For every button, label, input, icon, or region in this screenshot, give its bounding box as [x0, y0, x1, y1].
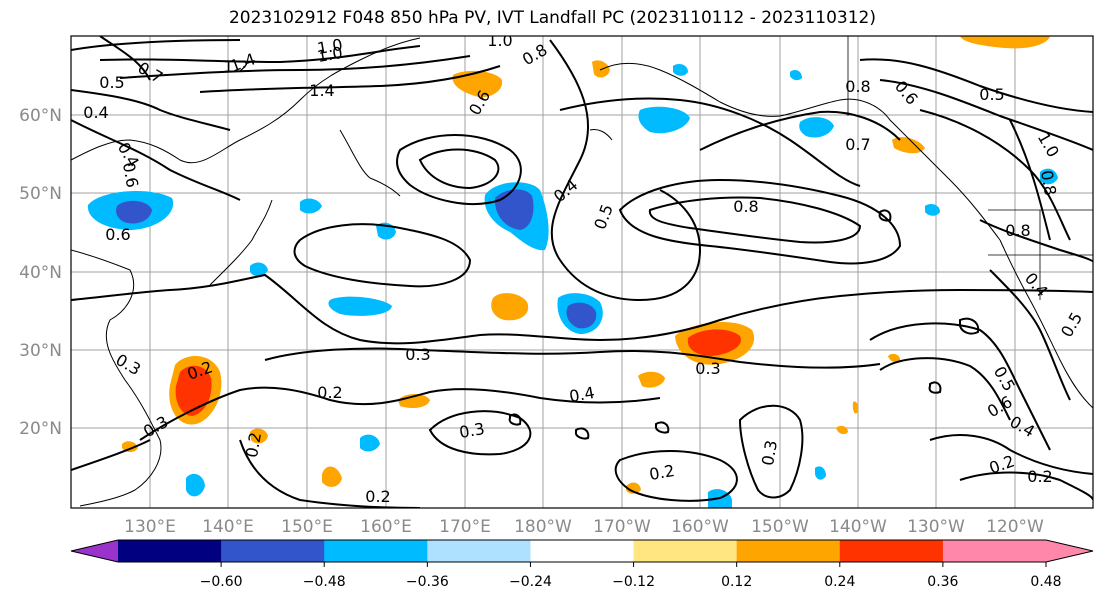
- pv-negative-core: [116, 200, 152, 224]
- contour-label: 1.2: [223, 57, 248, 76]
- colorbar-tick-label: 0.12: [721, 574, 752, 590]
- contour-label: 0.3: [758, 439, 781, 467]
- pv-anomaly-shading: [87, 36, 1058, 508]
- colorbar-segment: [839, 540, 944, 562]
- pv-negative-patch: [790, 70, 802, 81]
- longitude-label: 140°W: [829, 517, 887, 537]
- pv-negative-patch: [360, 434, 380, 452]
- colorbar-tick-label: −0.36: [406, 574, 449, 590]
- latitude-label: 50°N: [19, 184, 62, 204]
- pv-positive-core: [175, 365, 212, 416]
- pv-negative-patch: [186, 473, 205, 497]
- contour-label: 0.2: [648, 461, 676, 484]
- pv-negative-patch: [673, 64, 688, 76]
- pv-positive-patch: [638, 371, 665, 388]
- pv-negative-patch: [1040, 168, 1058, 185]
- pv-negative-patch: [300, 198, 322, 214]
- pv-positive-patch: [452, 70, 503, 98]
- pv-positive-patch: [888, 353, 900, 363]
- colorbar-outline: [70, 539, 1094, 563]
- map-title: 2023102912 F048 850 hPa PV, IVT Landfall…: [228, 8, 876, 28]
- pv-negative-core: [566, 302, 597, 329]
- colorbar-segment: [221, 540, 325, 562]
- colorbar-tick-label: 0.24: [824, 574, 855, 590]
- colorbar-tick-label: −0.60: [200, 574, 243, 590]
- longitude-label: 170°W: [593, 517, 651, 537]
- contour-label: 0.4: [568, 383, 596, 406]
- contour-label: 0.2: [242, 431, 265, 459]
- contour-label: 0.5: [99, 73, 124, 92]
- pv-positive-patch: [250, 428, 268, 444]
- contour-label: 1.0: [487, 31, 512, 50]
- longitude-label: 140°E: [202, 517, 254, 537]
- colorbar-tick-label: 0.36: [927, 574, 958, 590]
- pv-negative-patch: [799, 117, 834, 138]
- colorbar-segment: [530, 540, 635, 562]
- colorbar: [70, 539, 1094, 563]
- contour-label: 0.2: [365, 487, 390, 506]
- pv-negative-patch: [250, 262, 268, 277]
- gridlines: [71, 36, 1093, 508]
- colorbar-tick-label: −0.12: [612, 574, 655, 590]
- contour-label: 0.2: [1027, 467, 1052, 486]
- longitude-label: 150°E: [281, 517, 333, 537]
- contour-label: 0.4: [83, 103, 108, 122]
- colorbar-tick-label: −0.24: [509, 574, 552, 590]
- pv-positive-patch: [960, 36, 1050, 49]
- contour-label: 0.3: [458, 419, 486, 442]
- colorbar-segment: [427, 540, 531, 562]
- pv-positive-patch: [322, 466, 342, 487]
- coastlines: [71, 37, 1093, 507]
- map-frame: [70, 35, 1094, 509]
- longitude-label: 160°E: [360, 517, 412, 537]
- latitude-label: 30°N: [19, 341, 62, 361]
- pv-negative-patch: [328, 296, 392, 316]
- pv-negative-patch: [638, 106, 690, 134]
- colorbar-ticks: −0.60 −0.48 −0.36 −0.24 −0.12 0.12 0.24 0.36 0.4…: [200, 562, 1062, 590]
- pv-negative-patch: [925, 204, 940, 216]
- contour-label: 0.8: [845, 77, 870, 96]
- pv-negative-core: [494, 189, 534, 230]
- contour-label: 1.0: [316, 35, 344, 58]
- latitude-label: 40°N: [19, 263, 62, 283]
- contour-label: 0.3: [405, 345, 430, 364]
- pv-negative-patch: [815, 466, 826, 480]
- colorbar-tick-label: −0.48: [303, 574, 346, 590]
- longitude-label: 130°W: [907, 517, 965, 537]
- contour-label: 0.2: [317, 383, 342, 402]
- latitude-label: 20°N: [19, 419, 62, 439]
- longitude-labels: 130°E 140°E 150°E 160°E 170°E 180°W 170°W 160°W…: [124, 517, 1044, 537]
- colorbar-tick-label: 0.48: [1030, 574, 1061, 590]
- colorbar-segment: [633, 540, 738, 562]
- contour-label: 0.6: [119, 161, 142, 189]
- contour-label: 0.3: [695, 359, 720, 378]
- contour-label: 0.8: [1037, 169, 1060, 197]
- longitude-label: 170°E: [439, 517, 491, 537]
- pv-positive-patch: [892, 137, 925, 154]
- contour-label: 0.7: [845, 135, 870, 154]
- contour-label: 1.0: [316, 43, 344, 66]
- colorbar-segment: [324, 540, 428, 562]
- longitude-label: 180°W: [514, 517, 572, 537]
- longitude-label: 120°W: [986, 517, 1044, 537]
- longitude-label: 130°E: [124, 517, 176, 537]
- latitude-labels: 60°N 50°N 40°N 30°N 20°N: [19, 106, 62, 439]
- pv-positive-patch: [491, 293, 529, 321]
- contour-label: 0.8: [1005, 221, 1030, 240]
- pv-positive-patch: [852, 401, 859, 414]
- contour-label: 1.4: [309, 81, 334, 100]
- pv-positive-patch: [836, 425, 848, 435]
- contour-label: 0.8: [733, 197, 758, 216]
- contour-label: 0.6: [105, 225, 130, 244]
- colorbar-segment: [118, 540, 222, 562]
- longitude-label: 160°W: [671, 517, 729, 537]
- colorbar-segment: [736, 540, 841, 562]
- longitude-label: 150°W: [751, 517, 809, 537]
- pv-positive-core: [687, 329, 741, 356]
- latitude-label: 60°N: [19, 106, 62, 126]
- colorbar-extend-high: [942, 540, 1093, 562]
- contour-label: 0.5: [979, 85, 1004, 104]
